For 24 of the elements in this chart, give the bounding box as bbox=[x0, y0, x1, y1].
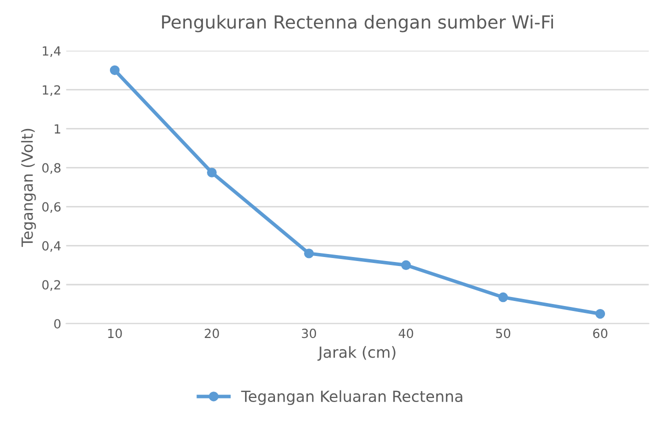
x-tick-label: 60 bbox=[593, 328, 608, 338]
point bbox=[498, 292, 508, 302]
y-tick-label: 0,2 bbox=[42, 280, 60, 291]
legend-label: Tegangan Keluaran Rectenna bbox=[241, 390, 462, 406]
point bbox=[206, 168, 217, 178]
x-axis-title: Jarak (cm) bbox=[317, 346, 396, 361]
y-tick-label: 0,6 bbox=[42, 202, 61, 213]
y-tick-label: 1 bbox=[54, 124, 60, 134]
x-tick-label: 10 bbox=[108, 328, 122, 338]
x-tick-label: 40 bbox=[398, 328, 414, 338]
x-tick-label: 30 bbox=[302, 328, 316, 338]
point bbox=[110, 65, 120, 76]
y-axis-title: Tegangan (Volt) bbox=[21, 128, 36, 247]
y-tick-label: 0,4 bbox=[42, 241, 61, 252]
y-tick-label: 0 bbox=[54, 319, 61, 329]
chart-title: Pengukuran Rectenna dengan sumber Wi-Fi bbox=[162, 14, 553, 32]
point bbox=[304, 248, 314, 258]
y-tick-label: 1,2 bbox=[42, 85, 60, 96]
y-tick-label: 1,4 bbox=[42, 46, 61, 57]
x-tick-label: 20 bbox=[204, 328, 219, 338]
point bbox=[401, 260, 411, 270]
x-tick-label: 50 bbox=[496, 328, 510, 338]
point bbox=[595, 308, 606, 319]
y-tick-label: 0,8 bbox=[42, 163, 60, 174]
